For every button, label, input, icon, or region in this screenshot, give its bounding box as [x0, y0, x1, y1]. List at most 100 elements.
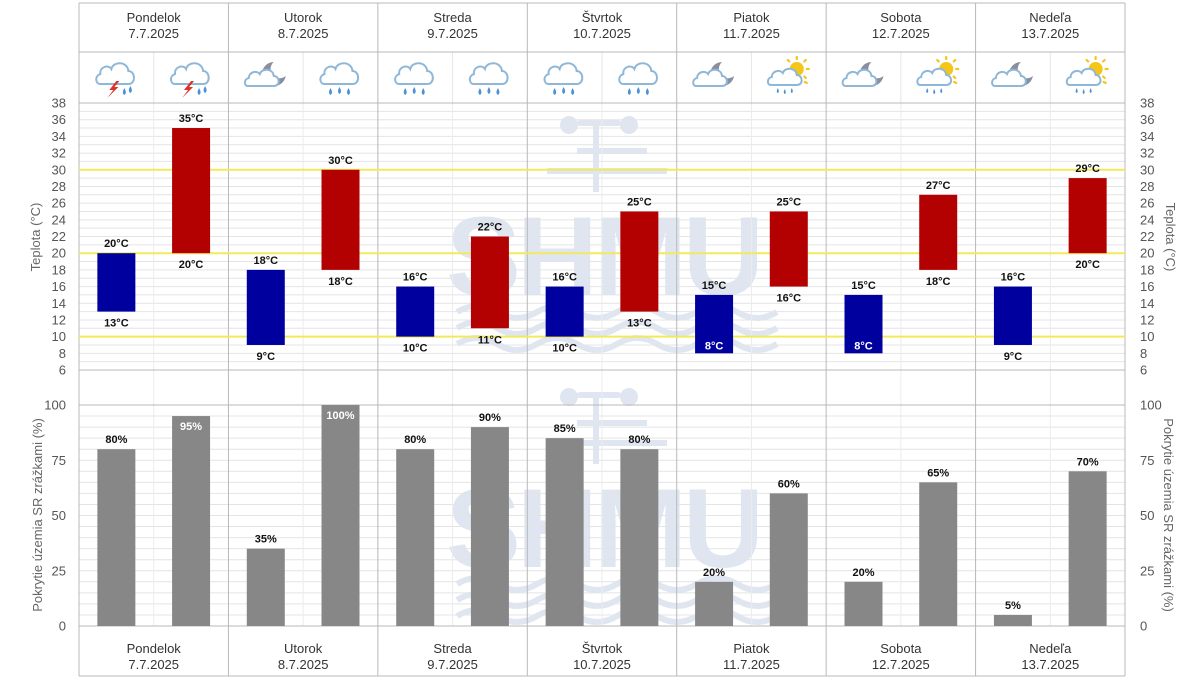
day-name: Streda	[433, 641, 472, 656]
max-temp-bar	[470, 236, 509, 329]
rain-icon	[545, 63, 583, 95]
rain-icon	[619, 63, 657, 95]
temp-tick-left: 30	[52, 162, 66, 177]
sun-shower-icon	[766, 55, 810, 96]
day-date: 12.7.2025	[872, 657, 930, 672]
max-temp-bar	[172, 128, 211, 254]
temp-label-top: 27°C	[926, 180, 951, 192]
temp-tick-left: 6	[59, 363, 66, 378]
temp-label-top: 29°C	[1075, 163, 1100, 175]
day-name: Pondelok	[127, 10, 182, 25]
temp-label-top: 15°C	[702, 280, 727, 292]
precip-tick-left: 25	[52, 563, 66, 578]
precip-axis-title-left: Pokrytie územia SR zrážkami (%)	[30, 418, 45, 612]
min-temp-bar	[695, 294, 734, 354]
precip-label: 35%	[255, 534, 277, 546]
temp-label-bottom: 13°C	[627, 318, 652, 330]
precipitation-panel: 0 0 25 25 50 50 75 75 100 100 Pokrytie územia SR z…	[30, 398, 1176, 634]
temp-label-bottom: 18°C	[926, 276, 951, 288]
temp-axis-title-right: Teplota (°C)	[1163, 203, 1178, 272]
precip-bar	[97, 449, 136, 626]
temp-label-top: 25°C	[627, 196, 652, 208]
precip-label: 65%	[927, 467, 949, 479]
day-name: Štvrtok	[582, 10, 623, 25]
precip-label: 95%	[180, 421, 202, 433]
temp-label-bottom: 16°C	[776, 293, 801, 305]
day-name: Nedeľa	[1029, 10, 1072, 25]
temp-tick-right: 30	[1140, 162, 1154, 177]
precip-label: 20%	[703, 567, 725, 579]
temp-tick-left: 8	[59, 346, 66, 361]
min-temp-bar	[396, 286, 435, 337]
precip-bar	[396, 449, 435, 626]
precip-bar	[993, 614, 1032, 626]
precip-tick-left: 50	[52, 508, 66, 523]
temp-tick-right: 14	[1140, 296, 1154, 311]
max-temp-bar	[1068, 178, 1107, 254]
precip-label: 5%	[1005, 600, 1021, 612]
temp-tick-right: 6	[1140, 363, 1147, 378]
temp-tick-right: 18	[1140, 262, 1154, 277]
temp-label-top: 20°C	[104, 238, 129, 250]
temp-tick-right: 26	[1140, 196, 1154, 211]
temp-tick-right: 8	[1140, 346, 1147, 361]
temp-label-bottom: 10°C	[552, 343, 577, 355]
temp-axis-title-left: Teplota (°C)	[28, 203, 43, 272]
temp-label-top: 16°C	[552, 272, 577, 284]
temp-label-top: 18°C	[253, 255, 278, 267]
day-name: Utorok	[284, 641, 323, 656]
temp-tick-right: 20	[1140, 246, 1154, 261]
day-date: 7.7.2025	[128, 26, 179, 41]
temp-label-top: 16°C	[403, 272, 428, 284]
temp-label-bottom: 11°C	[478, 334, 502, 346]
rain-icon	[320, 63, 358, 95]
day-name: Utorok	[284, 10, 323, 25]
temp-tick-right: 22	[1140, 229, 1154, 244]
day-date: 12.7.2025	[872, 26, 930, 41]
precip-tick-right: 75	[1140, 453, 1154, 468]
precip-bar	[919, 482, 958, 626]
precip-bar	[844, 581, 883, 626]
day-date: 11.7.2025	[723, 26, 780, 41]
precip-label: 80%	[105, 434, 127, 446]
temp-label-bottom: 8°C	[705, 340, 724, 352]
temp-tick-right: 36	[1140, 112, 1154, 127]
temp-label-top: 30°C	[328, 155, 353, 167]
temp-tick-left: 10	[52, 329, 66, 344]
temp-tick-left: 32	[52, 146, 66, 161]
day-date: 10.7.2025	[573, 657, 631, 672]
day-date: 8.7.2025	[278, 26, 329, 41]
day-name: Piatok	[733, 641, 770, 656]
max-temp-bar	[919, 194, 958, 270]
min-temp-bar	[993, 286, 1032, 345]
precip-tick-left: 0	[59, 619, 66, 634]
precip-label: 100%	[326, 410, 354, 422]
day-name: Nedeľa	[1029, 641, 1072, 656]
temp-tick-right: 38	[1140, 96, 1154, 111]
min-temp-bar	[545, 286, 584, 337]
max-temp-bar	[769, 211, 808, 287]
precip-bar	[172, 416, 211, 626]
precip-label: 20%	[852, 567, 874, 579]
precip-label: 80%	[628, 434, 650, 446]
day-name: Pondelok	[127, 641, 182, 656]
precip-label: 60%	[778, 478, 800, 490]
day-date: 9.7.2025	[427, 657, 478, 672]
temp-tick-left: 22	[52, 229, 66, 244]
precip-bar	[769, 493, 808, 626]
partly-cloudy-night-icon	[692, 61, 736, 87]
temp-label-top: 25°C	[776, 196, 801, 208]
min-temp-bar	[844, 294, 883, 354]
precip-label: 85%	[554, 423, 576, 435]
temp-tick-right: 32	[1140, 146, 1154, 161]
day-date: 8.7.2025	[278, 657, 329, 672]
max-temp-bar	[321, 169, 360, 270]
precip-bar	[620, 449, 659, 626]
temp-tick-left: 18	[52, 262, 66, 277]
rain-icon	[395, 63, 433, 95]
temp-tick-right: 34	[1140, 129, 1154, 144]
temp-tick-left: 20	[52, 246, 66, 261]
temp-tick-left: 36	[52, 112, 66, 127]
